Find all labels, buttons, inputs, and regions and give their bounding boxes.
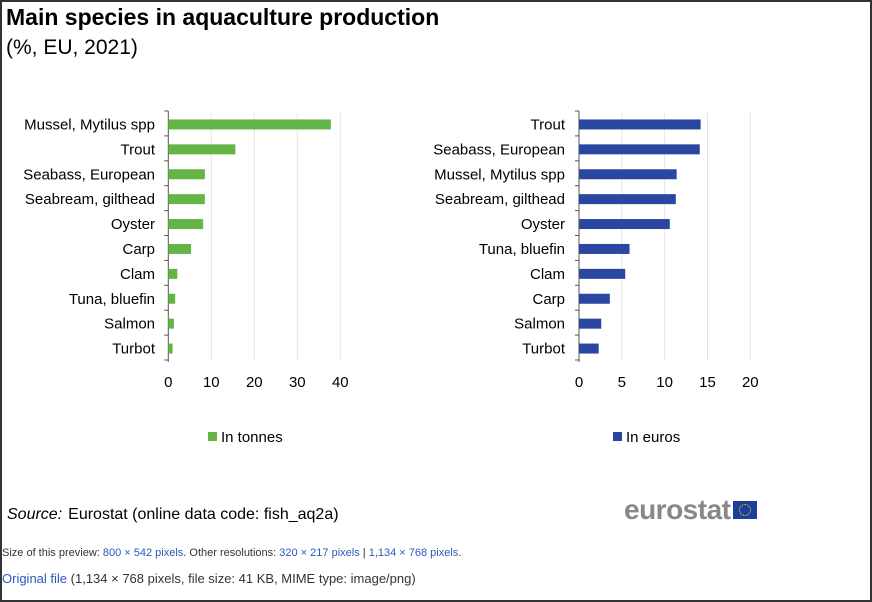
x-tick-label: 10 <box>656 374 673 391</box>
bar <box>579 268 626 279</box>
other-prefix: . Other resolutions: <box>183 547 280 559</box>
category-label: Mussel, Mytilus spp <box>434 166 565 183</box>
x-tick-label: 30 <box>289 374 306 391</box>
category-label: Seabream, gilthead <box>435 191 565 208</box>
legend-swatch <box>208 432 217 441</box>
bar <box>579 194 676 205</box>
bar <box>168 194 205 205</box>
bar <box>579 219 670 230</box>
original-file-link[interactable]: Original file <box>2 571 68 586</box>
x-tick-label: 0 <box>164 374 172 391</box>
bar <box>579 318 602 329</box>
category-label: Clam <box>120 266 155 283</box>
category-label: Turbot <box>522 341 566 358</box>
eurostat-logo: eurostat <box>624 494 758 526</box>
category-label: Seabass, European <box>433 141 565 158</box>
category-label: Carp <box>122 241 155 258</box>
category-label: Seabream, gilthead <box>25 191 155 208</box>
x-tick-label: 15 <box>699 374 716 391</box>
x-tick-label: 5 <box>618 374 626 391</box>
bar <box>168 243 192 254</box>
bar <box>168 119 331 130</box>
category-label: Salmon <box>104 316 155 333</box>
eu-flag-icon <box>733 501 758 519</box>
preview-size-link[interactable]: 800 × 542 pixels <box>102 547 184 559</box>
original-file-info: Original file (1,134 × 768 pixels, file … <box>2 571 416 586</box>
bar <box>579 293 610 304</box>
bar <box>168 318 174 329</box>
period: . <box>458 547 462 559</box>
bar <box>579 343 599 354</box>
original-file-details: (1,134 × 768 pixels, file size: 41 KB, M… <box>67 571 416 586</box>
logo-text: eurostat <box>624 494 731 525</box>
bar <box>579 119 701 130</box>
category-label: Turbot <box>112 341 156 358</box>
bar <box>168 293 176 304</box>
category-label: Clam <box>530 266 565 283</box>
category-label: Tuna, bluefin <box>69 291 155 308</box>
preview-info: Size of this preview: 800 × 542 pixels. … <box>2 547 461 559</box>
source-note: Source: Eurostat (online data code: fish_… <box>7 506 339 524</box>
chart-subtitle: (%, EU, 2021) <box>6 36 138 59</box>
category-label: Tuna, bluefin <box>479 241 565 258</box>
bar <box>579 169 677 180</box>
category-label: Trout <box>121 141 156 158</box>
category-label: Mussel, Mytilus spp <box>24 116 155 133</box>
chart-title: Main species in aquaculture production <box>6 4 440 30</box>
bar <box>579 144 700 155</box>
x-tick-label: 20 <box>742 374 759 391</box>
bar <box>168 144 236 155</box>
bar <box>579 243 630 254</box>
bar <box>168 219 204 230</box>
category-label: Oyster <box>111 216 155 233</box>
x-tick-label: 0 <box>575 374 583 391</box>
preview-prefix: Size of this preview: <box>2 547 103 559</box>
res-320-link[interactable]: 320 × 217 pixels <box>279 547 360 559</box>
category-label: Seabass, European <box>23 166 155 183</box>
source-text: Eurostat (online data code: fish_aq2a) <box>68 506 339 523</box>
category-label: Salmon <box>514 316 565 333</box>
x-tick-label: 20 <box>246 374 263 391</box>
res-1134-link[interactable]: 1,134 × 768 pixels <box>368 547 459 559</box>
category-label: Oyster <box>521 216 565 233</box>
legend-swatch <box>613 432 622 441</box>
bar <box>168 169 205 180</box>
category-label: Trout <box>531 116 566 133</box>
bar <box>168 343 173 354</box>
category-label: Carp <box>532 291 565 308</box>
bar <box>168 268 178 279</box>
legend-label: In euros <box>626 429 680 446</box>
legend-label: In tonnes <box>221 429 283 446</box>
x-tick-label: 40 <box>332 374 349 391</box>
source-label: Source: <box>7 506 63 523</box>
x-tick-label: 10 <box>203 374 220 391</box>
separator: | <box>359 547 369 559</box>
